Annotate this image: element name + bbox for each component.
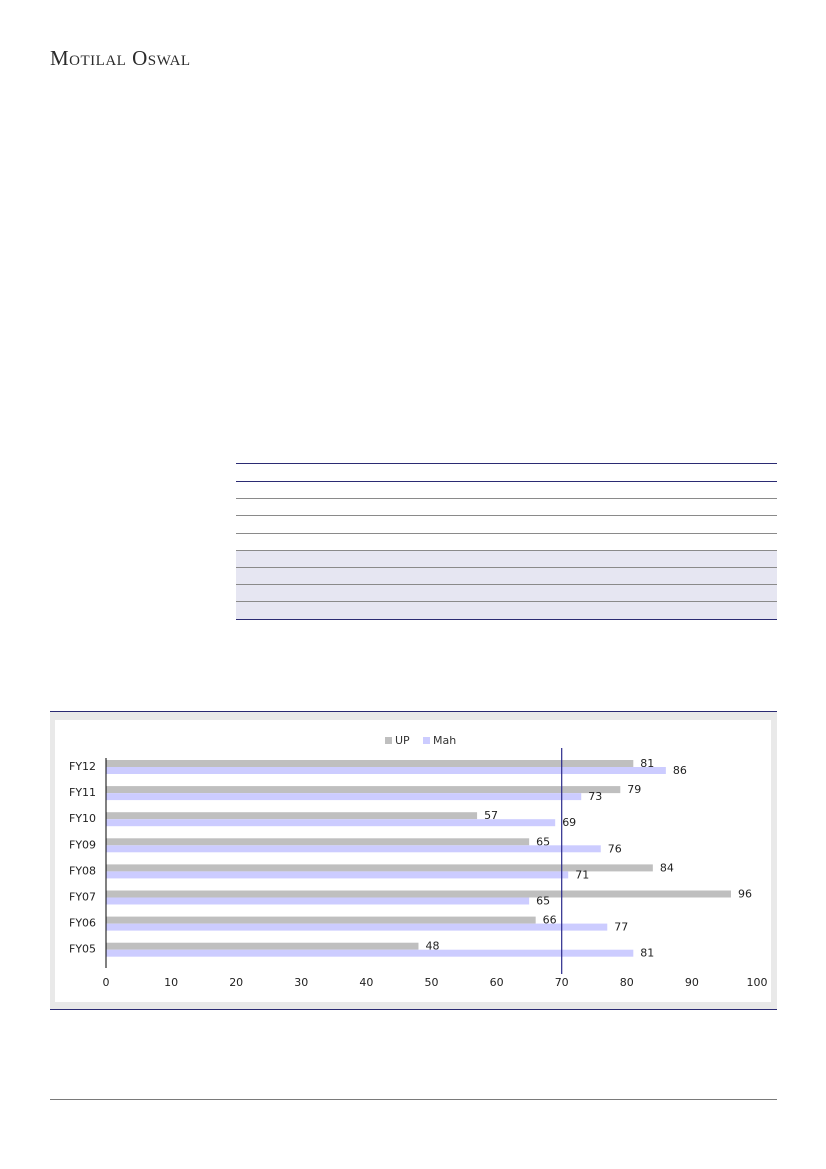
category-label: FY10 [69, 812, 96, 825]
data-label-mah: 81 [640, 947, 654, 960]
bar-up [106, 942, 419, 950]
x-tick-label: 100 [747, 976, 768, 989]
bar-up [106, 786, 621, 794]
x-tick-label: 70 [555, 976, 569, 989]
bar-mah [106, 949, 634, 957]
bar-mah [106, 871, 569, 879]
data-label-up: 48 [425, 940, 439, 953]
table-row [236, 499, 777, 517]
data-label-up: 57 [484, 809, 498, 822]
category-label: FY05 [69, 943, 96, 956]
bar-mah [106, 923, 608, 931]
bar-mah [106, 819, 556, 827]
data-label-up: 79 [627, 783, 641, 796]
table-row [236, 482, 777, 500]
bar-mah [106, 767, 666, 774]
table-row [236, 516, 777, 534]
bar-mah [106, 897, 530, 905]
data-label-up: 66 [543, 914, 557, 927]
bar-up [106, 838, 530, 846]
data-label-up: 84 [660, 861, 674, 874]
category-label: FY07 [69, 891, 96, 904]
data-label-up: 65 [536, 835, 550, 848]
table-row [236, 602, 777, 620]
table-row [236, 550, 777, 568]
category-label: FY08 [69, 864, 96, 877]
table-header-row [236, 463, 777, 482]
legend-swatch-up [385, 737, 392, 744]
table-row [236, 567, 777, 586]
x-tick-label: 10 [164, 976, 178, 989]
data-label-up: 96 [738, 888, 752, 901]
data-label-mah: 77 [614, 921, 628, 934]
data-label-mah: 65 [536, 895, 550, 908]
data-label-mah: 69 [562, 816, 576, 829]
category-label: FY09 [69, 838, 96, 851]
data-label-up: 81 [640, 757, 654, 770]
legend-swatch-mah [423, 737, 430, 744]
x-tick-label: 90 [685, 976, 699, 989]
category-label: FY12 [69, 760, 96, 773]
legend-label-mah: Mah [433, 734, 456, 747]
bar-up [106, 890, 731, 898]
data-label-mah: 86 [673, 764, 687, 777]
data-label-mah: 71 [575, 868, 589, 881]
bar-up [106, 864, 653, 872]
x-tick-label: 80 [620, 976, 634, 989]
table-row [236, 534, 777, 551]
footer-divider [50, 1099, 777, 1100]
table-row [236, 585, 777, 603]
bar-mah [106, 793, 582, 801]
x-tick-label: 50 [425, 976, 439, 989]
bar-up [106, 760, 634, 767]
category-label: FY11 [69, 786, 96, 799]
data-table-placeholder [236, 463, 777, 620]
bar-chart: UP Mah FY12 81 86 FY11 79 73 FY10 57 69 FY09 65 76 FY0… [69, 734, 768, 989]
data-label-mah: 73 [588, 790, 602, 803]
x-tick-label: 60 [490, 976, 504, 989]
data-label-mah: 76 [608, 842, 622, 855]
x-tick-label: 30 [294, 976, 308, 989]
bar-mah [106, 845, 601, 853]
bar-up [106, 812, 478, 820]
x-tick-label: 20 [229, 976, 243, 989]
chart-frame: UP Mah FY12 81 86 FY11 79 73 FY10 57 69 FY09 65 76 FY0… [50, 711, 777, 1010]
brand-logo: Motilal Oswal [50, 46, 191, 70]
chart-area: UP Mah FY12 81 86 FY11 79 73 FY10 57 69 FY09 65 76 FY0… [55, 720, 771, 1002]
x-tick-label: 40 [359, 976, 373, 989]
legend-label-up: UP [395, 734, 410, 747]
x-tick-label: 0 [103, 976, 110, 989]
category-label: FY06 [69, 917, 96, 930]
bar-up [106, 916, 536, 924]
